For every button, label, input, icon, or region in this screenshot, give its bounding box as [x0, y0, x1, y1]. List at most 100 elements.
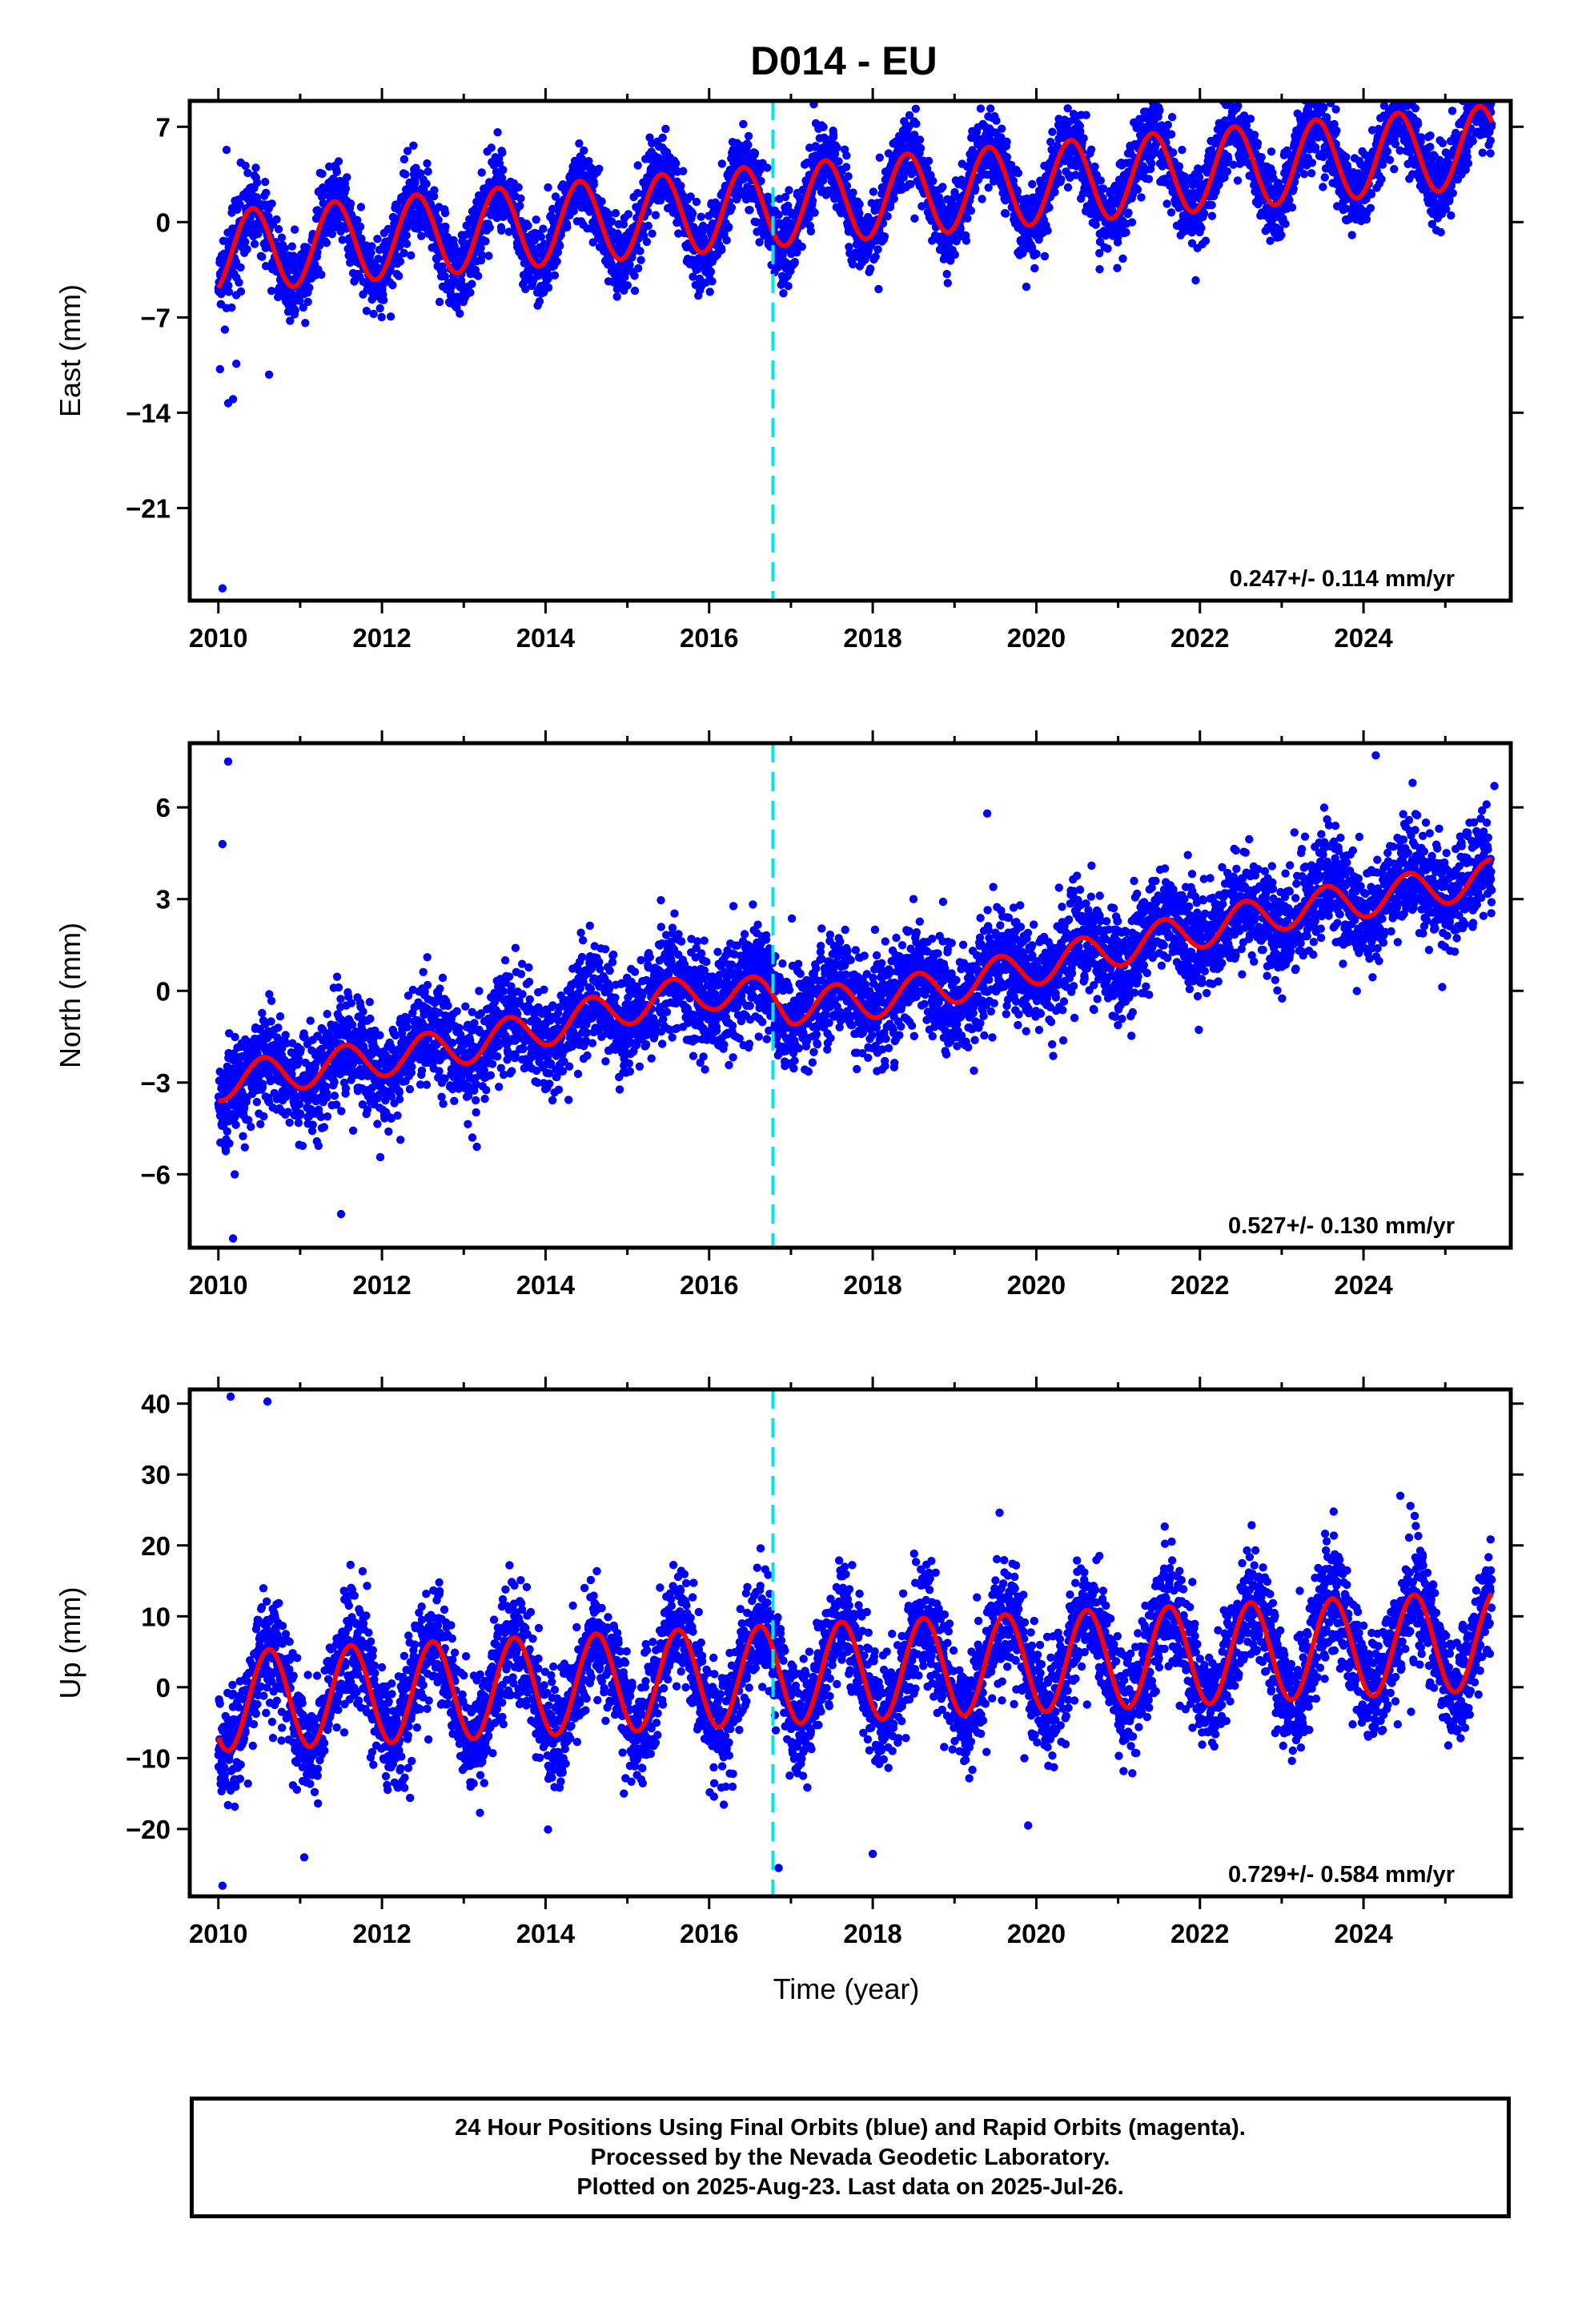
east-data-point	[402, 231, 411, 240]
east-data-point	[915, 135, 925, 144]
east-data-point	[243, 168, 252, 178]
east-data-point	[1414, 119, 1423, 129]
east-data-point	[235, 278, 243, 287]
east-data-point	[589, 180, 598, 189]
east-data-point	[1144, 175, 1154, 183]
east-data-point	[874, 284, 883, 294]
east-data-point	[1002, 153, 1012, 162]
east-data-point	[286, 316, 295, 325]
east-data-point	[1045, 203, 1054, 212]
east-data-point	[855, 209, 864, 218]
east-data-point	[992, 116, 1001, 125]
east-data-point	[1332, 127, 1341, 135]
east-data-point	[708, 277, 717, 286]
east-data-point	[1032, 249, 1041, 259]
east-data-point	[235, 200, 244, 209]
east-data-point	[1253, 139, 1263, 147]
east-data-point	[353, 215, 362, 224]
east-data-point	[430, 186, 439, 195]
east-data-point	[575, 139, 584, 148]
east-data-point	[1390, 165, 1399, 174]
east-data-point	[1281, 219, 1290, 228]
east-data-point	[497, 226, 506, 235]
east-data-point	[1389, 77, 1397, 85]
east-data-point	[966, 206, 976, 215]
east-data-point	[984, 183, 993, 192]
east-data-point	[535, 297, 544, 306]
east-data-point	[1201, 236, 1211, 245]
east-data-point	[651, 211, 661, 219]
east-data-point	[745, 206, 754, 215]
east-data-point	[414, 224, 423, 233]
east-data-point	[287, 242, 296, 251]
east-data-point	[241, 237, 250, 247]
east-data-point	[1383, 147, 1392, 156]
east-data-point	[1178, 146, 1186, 155]
east-data-point	[612, 292, 621, 301]
east-data-point	[1314, 90, 1322, 99]
east-data-point	[756, 166, 765, 175]
east-data-point	[727, 203, 737, 212]
east-data-point	[910, 214, 919, 223]
east-data-point	[1366, 203, 1375, 212]
east-data-point	[466, 288, 475, 297]
east-data-point	[878, 219, 888, 228]
east-data-point	[227, 303, 236, 312]
east-data-point	[236, 263, 245, 272]
east-data-point	[277, 233, 287, 242]
east-data-point	[395, 271, 404, 280]
east-data-point	[911, 104, 921, 113]
east-data-point	[1122, 228, 1130, 237]
east-data-point	[423, 159, 432, 168]
east-data-point	[1086, 145, 1096, 154]
east-data-point	[978, 195, 986, 203]
east-data-point	[697, 212, 705, 221]
east-data-point	[661, 124, 670, 134]
east-data-point	[619, 220, 628, 229]
east-data-point	[1118, 254, 1127, 263]
east-data-point	[1311, 143, 1320, 152]
east-data-point	[327, 230, 337, 239]
east-data-point	[487, 143, 496, 152]
east-data-point	[725, 223, 733, 231]
east-data-point	[476, 243, 485, 252]
east-data-point	[403, 147, 412, 155]
east-data-point	[536, 232, 545, 241]
east-data-point	[717, 245, 726, 255]
east-data-point	[701, 278, 710, 287]
east-data-point	[1246, 115, 1255, 123]
east-data-point	[1313, 86, 1321, 94]
east-data-point	[976, 104, 986, 113]
east-data-point	[236, 287, 246, 296]
east-data-point	[871, 252, 880, 261]
east-data-point	[963, 214, 972, 223]
east-data-point	[379, 296, 388, 304]
east-data-point	[396, 257, 405, 266]
east-data-point	[595, 164, 604, 173]
east-data-point	[1316, 74, 1324, 82]
east-data-point	[889, 195, 898, 203]
east-data-point	[689, 209, 697, 218]
east-data-point	[1048, 127, 1057, 136]
east-data-point	[755, 238, 764, 247]
east-data-point	[262, 188, 271, 197]
east-data-point	[750, 149, 760, 158]
east-data-point	[1331, 105, 1340, 114]
east-data-point	[521, 284, 530, 294]
east-data-point	[1316, 84, 1324, 92]
east-data-point	[1385, 155, 1395, 164]
east-data-point	[584, 157, 593, 166]
east-data-point	[1411, 104, 1420, 113]
east-data-point	[224, 281, 233, 290]
east-data-point	[1320, 173, 1330, 182]
east-data-point	[785, 186, 793, 195]
east-data-point	[648, 229, 656, 238]
east-data-point	[1392, 89, 1400, 97]
east-data-point	[493, 128, 502, 137]
east-data-point	[485, 223, 494, 232]
east-data-point	[1022, 282, 1031, 292]
east-data-point	[633, 161, 642, 170]
east-data-point	[763, 163, 772, 172]
east-data-point	[636, 255, 645, 264]
east-data-point	[1124, 208, 1133, 217]
